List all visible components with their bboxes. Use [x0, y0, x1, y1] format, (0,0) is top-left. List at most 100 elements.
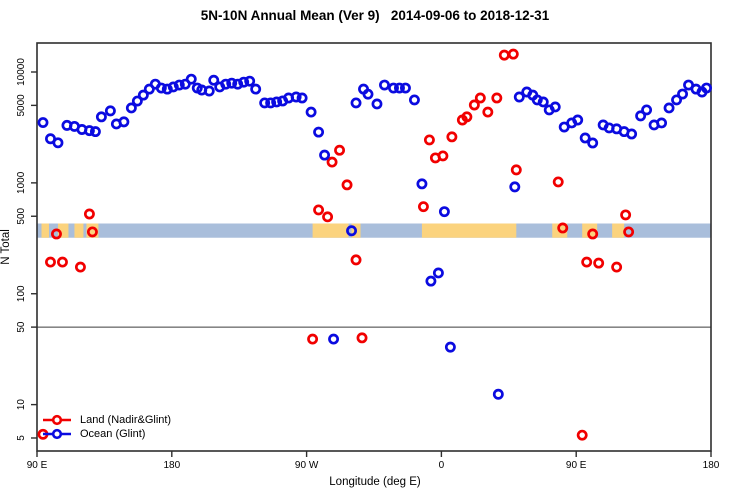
land-strip-segment	[41, 223, 49, 238]
data-point-ocean	[379, 79, 390, 91]
data-point-land	[498, 49, 510, 61]
data-point-ocean	[95, 111, 107, 123]
data-point-land	[45, 256, 56, 268]
legend-item-land: Land (Nadir&Glint)	[42, 413, 171, 427]
legend-item-ocean: Ocean (Glint)	[42, 427, 171, 441]
data-point-ocean	[587, 137, 599, 149]
data-point-ocean	[416, 178, 428, 190]
plot-border	[36, 42, 712, 452]
data-point-ocean	[328, 333, 340, 345]
data-point-ocean	[89, 126, 101, 138]
data-point-land	[468, 99, 480, 111]
data-point-ocean	[641, 104, 653, 116]
data-point-land	[461, 111, 473, 123]
data-point-ocean	[104, 105, 116, 117]
data-point-ocean	[52, 137, 64, 149]
data-point-ocean	[125, 102, 137, 114]
data-point-land	[350, 254, 362, 266]
data-point-ocean	[185, 73, 197, 85]
x-tick-label: 180	[163, 460, 180, 471]
legend-label-ocean: Ocean (Glint)	[80, 428, 146, 440]
x-tick-label: 180	[703, 460, 720, 471]
data-point-land	[417, 201, 429, 213]
data-point-ocean	[579, 132, 591, 144]
data-point-ocean	[271, 96, 283, 108]
data-point-land	[482, 106, 494, 118]
data-point-ocean	[663, 102, 675, 114]
data-point-ocean	[400, 82, 411, 94]
data-point-land	[356, 332, 368, 344]
y-tick-label: 5	[16, 435, 27, 441]
data-point-land	[620, 209, 632, 221]
data-point-land	[557, 222, 569, 234]
data-point-land	[423, 134, 435, 146]
data-point-ocean	[656, 117, 668, 129]
y-tick-label: 1000	[16, 171, 27, 194]
data-point-land	[474, 92, 486, 104]
x-tick-label: 90 E	[27, 460, 48, 471]
data-point-land	[326, 156, 338, 168]
data-point-ocean	[432, 267, 444, 279]
legend: Land (Nadir&Glint) Ocean (Glint)	[42, 413, 171, 441]
data-point-ocean	[259, 97, 271, 109]
data-point-land	[322, 211, 334, 223]
land-marker-icon	[43, 414, 71, 426]
data-point-ocean	[313, 126, 325, 138]
land-strip-segment	[86, 223, 99, 238]
data-point-land	[334, 144, 346, 156]
data-point-ocean	[232, 78, 244, 90]
data-point-ocean	[265, 97, 277, 109]
ocean-strip	[37, 223, 711, 238]
data-point-land	[623, 226, 635, 238]
data-point-land	[83, 208, 95, 220]
x-axis-label: Longitude (deg E)	[329, 476, 421, 488]
data-point-ocean	[531, 94, 543, 106]
data-point-land	[491, 92, 503, 104]
land-strip-segment	[421, 223, 517, 238]
data-point-land	[510, 164, 522, 176]
data-point-ocean	[671, 94, 683, 106]
data-point-ocean	[362, 88, 374, 100]
data-point-ocean	[137, 89, 149, 101]
data-point-land	[341, 179, 353, 191]
data-point-ocean	[155, 82, 167, 94]
land-strip-segment	[612, 223, 625, 238]
data-point-ocean	[238, 76, 250, 88]
data-point-ocean	[346, 225, 357, 237]
data-point-ocean	[677, 88, 688, 100]
data-point-land	[57, 256, 68, 268]
x-tick-label: 90 W	[295, 460, 319, 471]
data-point-land	[74, 261, 86, 273]
y-axis-label: N Total	[0, 229, 12, 265]
data-point-ocean	[250, 83, 262, 95]
data-point-ocean	[509, 181, 521, 193]
data-point-land	[552, 176, 564, 188]
data-point-ocean	[161, 83, 173, 95]
y-tick-label: 10	[16, 399, 27, 411]
data-point-ocean	[167, 81, 179, 93]
data-point-ocean	[118, 116, 130, 128]
land-strip-segment	[312, 223, 349, 238]
data-point-ocean	[635, 110, 647, 122]
data-point-ocean	[492, 388, 504, 400]
data-point-ocean	[371, 98, 383, 110]
data-point-ocean	[244, 75, 256, 87]
data-point-land	[581, 256, 593, 268]
data-point-ocean	[537, 96, 549, 108]
data-point-land	[587, 228, 599, 240]
data-point-land	[313, 204, 325, 216]
y-tick-label: 50	[16, 321, 27, 333]
data-point-land	[446, 131, 458, 143]
data-point-ocean	[296, 92, 308, 104]
data-point-land	[611, 261, 623, 273]
data-point-ocean	[226, 77, 238, 89]
legend-label-land: Land (Nadir&Glint)	[80, 414, 172, 426]
land-strip-segment	[57, 223, 69, 238]
data-point-ocean	[37, 117, 49, 128]
y-tick-label: 500	[16, 207, 27, 224]
data-point-ocean	[203, 85, 215, 97]
data-point-ocean	[701, 82, 712, 94]
data-point-ocean	[220, 78, 232, 90]
